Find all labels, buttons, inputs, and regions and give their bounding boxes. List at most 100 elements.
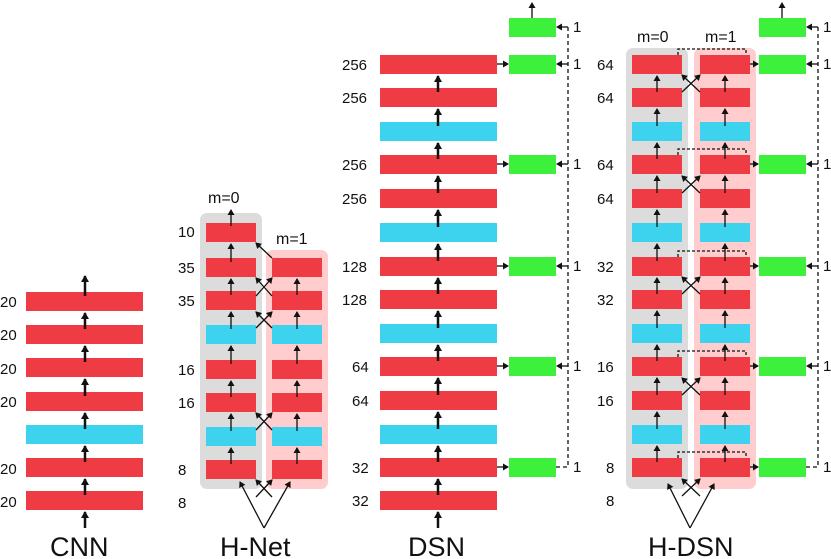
dsn-pool-2	[380, 223, 497, 242]
cnn-label-3: 20	[0, 361, 17, 378]
hnet-label-5: 16	[178, 395, 195, 412]
dsn-label-4: 256	[342, 191, 367, 208]
hnet-column: 10 35 35 16 16 8 8 m=0 m=1 H-Net	[178, 190, 328, 559]
dsn-label-6: 128	[342, 292, 367, 309]
hdsn-m1-layer-3	[700, 155, 750, 174]
dsn-label-8: 64	[352, 393, 369, 410]
hdsn-m1-layer-6	[700, 290, 750, 309]
hdsn-m0-layer-8	[632, 391, 682, 410]
hdsn-output-1	[759, 55, 806, 74]
hdsn-m0-pool-1	[632, 122, 682, 141]
dsn-output-2	[509, 155, 556, 174]
cnn-layer-6	[26, 491, 143, 510]
hdsn-output-label-1: 1	[823, 56, 831, 73]
hdsn-output-3	[759, 257, 806, 276]
hnet-m1-pool-2	[272, 427, 322, 446]
hdsn-m1-layer-1	[700, 55, 750, 74]
hdsn-label-10: 8	[606, 493, 614, 510]
hdsn-label-8: 16	[597, 393, 614, 410]
dsn-label-2: 256	[342, 90, 367, 107]
cnn-label-4: 20	[0, 394, 17, 411]
hdsn-title: H-DSN	[648, 532, 734, 559]
dsn-output-1	[509, 55, 556, 74]
hnet-m1-pool	[272, 325, 322, 344]
hdsn-m0-layer-9	[632, 458, 682, 477]
hnet-m0-layer-3	[206, 291, 256, 310]
hdsn-m1-layer-8	[700, 391, 750, 410]
hdsn-m1-pool-2	[700, 223, 750, 242]
dsn-label-10: 32	[352, 493, 369, 510]
hnet-group-m0-label: m=0	[208, 190, 240, 207]
hdsn-label-2: 64	[597, 90, 614, 107]
hdsn-output-2	[759, 155, 806, 174]
dsn-output-5	[509, 458, 556, 477]
cnn-column: 20 20 20 20 20 20 CNN	[0, 275, 143, 559]
dsn-title: DSN	[408, 532, 465, 559]
dsn-layer-8	[380, 391, 497, 410]
dsn-layer-9	[380, 458, 497, 477]
hnet-label-4: 16	[178, 362, 195, 379]
hdsn-output-label-5: 1	[823, 459, 831, 476]
hnet-m0-layer-4	[206, 360, 256, 379]
hnet-m1-layer-4	[272, 393, 322, 412]
dsn-pool-4	[380, 425, 497, 444]
hnet-title: H-Net	[220, 532, 291, 559]
cnn-label-6: 20	[0, 494, 17, 511]
dsn-layer-3	[380, 155, 497, 174]
hdsn-m1-layer-9	[700, 458, 750, 477]
hdsn-m1-layer-2	[700, 88, 750, 107]
hdsn-m1-layer-4	[700, 189, 750, 208]
hdsn-m0-pool-4	[632, 425, 682, 444]
dsn-label-9: 32	[352, 460, 369, 477]
hnet-m0-pool-2	[206, 427, 256, 446]
hnet-m1-layer-3	[272, 360, 322, 379]
hnet-label-3: 35	[178, 293, 195, 310]
dsn-layer-1	[380, 55, 497, 74]
dsn-label-3: 256	[342, 157, 367, 174]
dsn-column: 256 256 256 256 128 128 64 64 32 32 1 1 …	[342, 2, 581, 559]
hdsn-m0-pool-3	[632, 324, 682, 343]
dsn-layer-7	[380, 357, 497, 376]
hdsn-m0-layer-2	[632, 88, 682, 107]
hdsn-label-3: 64	[597, 157, 614, 174]
hnet-label-1: 10	[178, 224, 195, 241]
hnet-m1-layer-2	[272, 291, 322, 310]
hdsn-m0-pool-2	[632, 223, 682, 242]
hdsn-m0-layer-1	[632, 55, 682, 74]
cnn-layer-3	[26, 358, 143, 377]
hdsn-label-4: 64	[597, 191, 614, 208]
hdsn-m1-layer-7	[700, 357, 750, 376]
hdsn-m1-pool-1	[700, 122, 750, 141]
hdsn-column: 64 64 64 64 32 32 16 16 8 8 1 1 1 1 1 1 …	[597, 2, 831, 559]
dsn-output-3	[509, 257, 556, 276]
dsn-output-label-4: 1	[573, 358, 581, 375]
hnet-m0-layer-2	[206, 258, 256, 277]
hdsn-group-m0-label: m=0	[637, 29, 669, 46]
dsn-layer-2	[380, 88, 497, 107]
hdsn-output-label-4: 1	[823, 358, 831, 375]
cnn-layer-2	[26, 325, 143, 344]
hnet-label-2: 35	[178, 260, 195, 277]
hdsn-m0-layer-3	[632, 155, 682, 174]
hnet-m1-layer-5	[272, 460, 322, 479]
dsn-label-1: 256	[342, 57, 367, 74]
cnn-label-2: 20	[0, 327, 17, 344]
hdsn-m1-pool-3	[700, 324, 750, 343]
hdsn-output-4	[759, 357, 806, 376]
hdsn-group-m1-label: m=1	[705, 29, 737, 46]
dsn-side-arrows	[497, 2, 569, 471]
dsn-output-label-2: 1	[573, 156, 581, 173]
dsn-label-5: 128	[342, 259, 367, 276]
hnet-label-7: 8	[178, 495, 186, 512]
cnn-pool-layer	[26, 425, 143, 444]
dsn-layer-10	[380, 491, 497, 510]
hdsn-output-label-final: 1	[823, 19, 831, 36]
hdsn-output-label-3: 1	[823, 258, 831, 275]
hdsn-label-1: 64	[597, 57, 614, 74]
hdsn-arrows	[653, 2, 819, 529]
dsn-label-7: 64	[352, 359, 369, 376]
hdsn-label-6: 32	[597, 292, 614, 309]
hdsn-output-5	[759, 458, 806, 477]
hnet-m0-pool	[206, 325, 256, 344]
hnet-m0-layer-1	[206, 223, 256, 242]
